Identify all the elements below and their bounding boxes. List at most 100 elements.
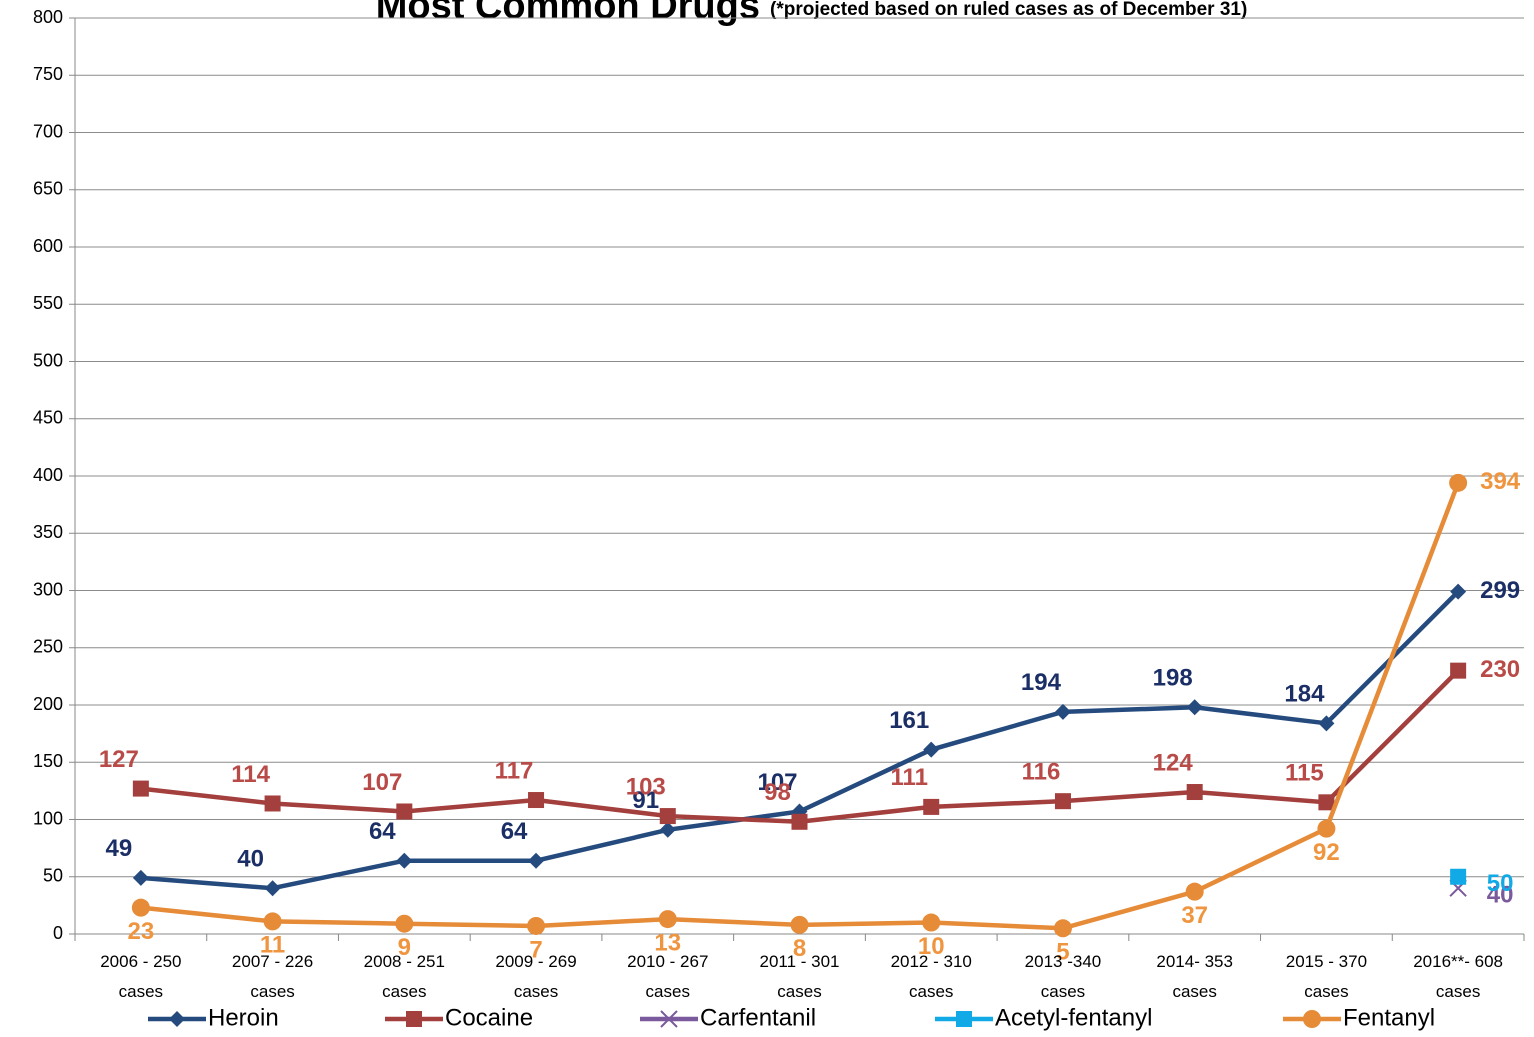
data-label: 9 (398, 934, 411, 961)
data-label: 10 (918, 933, 945, 960)
x-tick-label: 2016**- 608 cases (1413, 952, 1504, 1001)
marker (1318, 715, 1335, 732)
data-label: 7 (529, 936, 542, 963)
x-tick-label: 2014- 353 cases (1156, 952, 1233, 1001)
data-label: 64 (501, 818, 528, 845)
marker (1318, 794, 1335, 811)
y-tick-label: 750 (33, 64, 63, 84)
marker (923, 798, 940, 815)
data-label: 40 (1487, 882, 1514, 909)
y-tick-label: 700 (33, 121, 63, 141)
data-label: 116 (1022, 759, 1061, 786)
series-line (140, 590, 1460, 891)
marker (791, 813, 808, 830)
data-label: 13 (654, 929, 681, 956)
data-label: 111 (891, 764, 928, 791)
marker (169, 1011, 185, 1027)
data-label: 50 (1487, 870, 1514, 897)
data-label: 23 (128, 918, 155, 945)
marker (131, 898, 150, 917)
marker (1450, 868, 1467, 885)
marker (1317, 819, 1336, 838)
legend-label: Carfentanil (700, 1004, 816, 1031)
y-tick-label: 200 (33, 694, 63, 714)
data-label: 124 (1153, 749, 1194, 776)
data-label: 114 (231, 761, 270, 788)
y-tick-label: 250 (33, 637, 63, 657)
data-label: 64 (369, 818, 396, 845)
series-line (140, 482, 1461, 931)
marker (923, 741, 940, 758)
marker (1450, 662, 1467, 679)
marker (406, 1011, 422, 1027)
marker (1185, 882, 1204, 901)
marker (659, 808, 676, 825)
data-label: 103 (626, 773, 666, 800)
x-tick-label: 2006 - 250 cases (100, 952, 182, 1001)
marker (922, 913, 941, 932)
chart-title: Most Common Drugs (376, 0, 760, 27)
data-label: 117 (495, 757, 534, 784)
x-tick-label: 2010 - 267 cases (627, 952, 709, 1001)
y-tick-label: 450 (33, 408, 63, 428)
data-label: 91 (632, 787, 659, 814)
marker (1054, 703, 1071, 720)
data-label: 107 (757, 769, 797, 796)
x-tick-label: 2012 - 310 cases (890, 952, 972, 1001)
y-tick-label: 50 (43, 866, 63, 886)
legend-label: Cocaine (445, 1004, 533, 1031)
x-tick-label: 2011 - 301 cases (759, 952, 840, 1001)
marker (790, 915, 809, 934)
marker (658, 910, 677, 929)
data-label: 40 (237, 846, 264, 873)
x-tick-label: 2013 -340 cases (1024, 952, 1102, 1001)
y-tick-label: 350 (33, 522, 63, 542)
data-label: 107 (362, 769, 402, 796)
marker (396, 852, 413, 869)
x-tick-label: 2009 - 269 cases (495, 952, 577, 1001)
legend-label: Acetyl-fentanyl (995, 1004, 1152, 1031)
data-label: 161 (889, 707, 929, 734)
marker (527, 916, 546, 935)
marker (660, 1010, 678, 1028)
data-label: 92 (1313, 839, 1340, 866)
marker (395, 914, 414, 933)
y-tick-label: 100 (33, 808, 63, 828)
data-label: 198 (1153, 665, 1193, 692)
marker (396, 803, 413, 820)
y-tick-label: 800 (33, 7, 63, 27)
data-label: 184 (1284, 681, 1325, 708)
marker (659, 821, 676, 838)
marker (1053, 919, 1072, 938)
data-label: 394 (1480, 468, 1521, 495)
x-tick-label: 2015 - 370 cases (1285, 952, 1368, 1001)
y-tick-label: 400 (33, 465, 63, 485)
marker (528, 792, 545, 809)
y-tick-label: 300 (33, 579, 63, 599)
legend-label: Heroin (208, 1004, 279, 1031)
marker (1186, 784, 1203, 801)
data-label: 127 (99, 746, 139, 773)
series-line (140, 669, 1460, 825)
chart-subtitle: (*projected based on ruled cases as of D… (770, 0, 1247, 20)
y-tick-label: 550 (33, 293, 63, 313)
data-label: 8 (793, 935, 806, 962)
x-tick-label: 2007 - 226 cases (231, 952, 314, 1001)
legend-label: Fentanyl (1343, 1004, 1435, 1031)
marker (264, 795, 281, 812)
data-label: 49 (106, 835, 133, 862)
marker (1449, 473, 1468, 492)
y-tick-label: 0 (53, 923, 63, 943)
data-label: 5 (1056, 939, 1069, 966)
data-label: 11 (260, 932, 285, 959)
data-label: 230 (1480, 656, 1520, 683)
marker (132, 869, 149, 886)
data-label: 299 (1480, 577, 1520, 604)
marker (956, 1011, 972, 1027)
data-label: 37 (1181, 902, 1208, 929)
marker (528, 852, 545, 869)
data-label: 98 (764, 779, 791, 806)
x-tick-label: 2008 - 251 cases (363, 952, 445, 1001)
